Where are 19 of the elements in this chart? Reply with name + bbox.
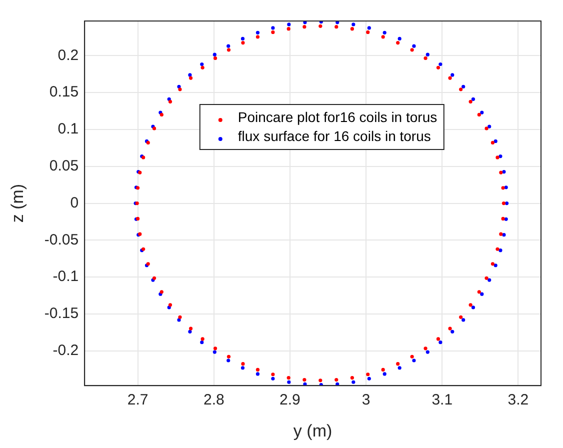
x-tick-label: 2.9 [280,392,300,409]
y-tick-label: -0.15 [44,305,79,322]
x-tick-label: 2.7 [127,392,148,409]
y-axis-title: z (m) [8,184,27,223]
x-axis-title: y (m) [293,421,332,440]
legend-label: flux surface for 16 coils in torus [238,127,431,146]
y-tick-label: -0.05 [44,231,79,248]
y-tick-label: -0.1 [52,268,79,286]
y-tick-label: 0.2 [58,46,79,64]
legend-label: Poincare plot for16 coils in torus [238,108,438,127]
y-tick-label: 0.05 [49,158,79,175]
y-tick-label: -0.2 [52,342,79,360]
y-tick-label: 0 [70,194,79,212]
y-tick-label: 0.1 [58,120,79,138]
x-tick-label: 3.2 [508,392,529,409]
x-tick-label: 2.8 [203,392,224,409]
x-tick-label: 3 [362,392,370,409]
y-tick-label: 0.15 [49,84,79,101]
x-tick-label: 3.1 [432,392,453,409]
